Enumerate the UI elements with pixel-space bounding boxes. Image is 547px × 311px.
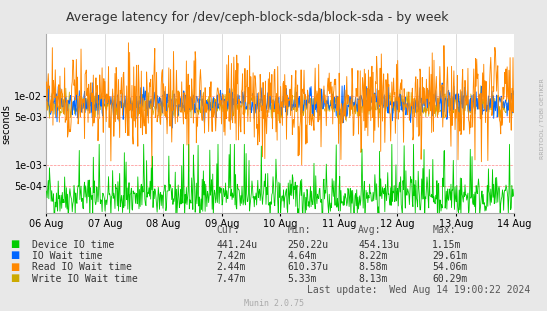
Text: ■: ■ [10,250,19,260]
Text: 60.29m: 60.29m [432,274,467,284]
Text: 2.44m: 2.44m [216,262,246,272]
Text: 454.13u: 454.13u [358,240,399,250]
Text: Last update:  Wed Aug 14 19:00:22 2024: Last update: Wed Aug 14 19:00:22 2024 [307,285,531,295]
Text: 5.33m: 5.33m [287,274,317,284]
Text: 250.22u: 250.22u [287,240,328,250]
Text: 1.15m: 1.15m [432,240,462,250]
Text: 610.37u: 610.37u [287,262,328,272]
Text: 441.24u: 441.24u [216,240,257,250]
Text: ■: ■ [10,262,19,272]
Text: Avg:: Avg: [358,225,382,235]
Text: 29.61m: 29.61m [432,251,467,261]
Text: Read IO Wait time: Read IO Wait time [32,262,132,272]
Text: IO Wait time: IO Wait time [32,251,102,261]
Text: Write IO Wait time: Write IO Wait time [32,274,137,284]
Y-axis label: seconds: seconds [2,104,11,144]
Text: Min:: Min: [287,225,311,235]
Text: Max:: Max: [432,225,456,235]
Text: 4.64m: 4.64m [287,251,317,261]
Text: 8.22m: 8.22m [358,251,388,261]
Text: 8.13m: 8.13m [358,274,388,284]
Text: 8.58m: 8.58m [358,262,388,272]
Text: Cur:: Cur: [216,225,240,235]
Text: Device IO time: Device IO time [32,240,114,250]
Text: Average latency for /dev/ceph-block-sda/block-sda - by week: Average latency for /dev/ceph-block-sda/… [66,11,449,24]
Text: 7.47m: 7.47m [216,274,246,284]
Text: 7.42m: 7.42m [216,251,246,261]
Text: 54.06m: 54.06m [432,262,467,272]
Text: RRDTOOL / TOBI OETIKER: RRDTOOL / TOBI OETIKER [539,78,544,159]
Text: Munin 2.0.75: Munin 2.0.75 [243,299,304,308]
Text: ■: ■ [10,239,19,249]
Text: ■: ■ [10,273,19,283]
